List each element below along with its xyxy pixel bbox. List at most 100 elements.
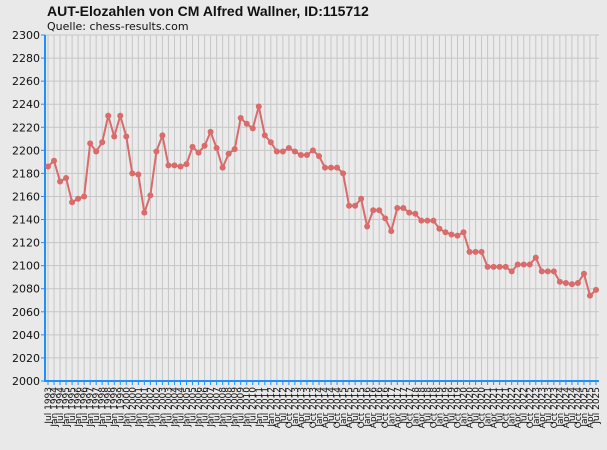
marker	[141, 209, 148, 216]
x-tick-label: Jan 2001	[134, 387, 144, 428]
x-tick-label: Apr 2023	[538, 387, 548, 428]
x-tick-label: Jul 2010	[249, 387, 259, 425]
x-tick-label: Jan 2011	[255, 387, 265, 428]
x-tick-label: Jul 2024	[568, 387, 578, 425]
y-tick-label: 2080	[12, 283, 40, 296]
x-tick-label: Apr 2017	[393, 387, 403, 428]
marker	[472, 248, 479, 255]
marker	[442, 229, 449, 236]
x-tick-label: Jul 2000	[128, 387, 138, 425]
x-tick-label: Jul 2006	[201, 387, 211, 425]
x-tick-label: Jul 2007	[213, 387, 223, 425]
marker	[448, 231, 455, 238]
marker	[105, 112, 112, 119]
x-tick-label: Jan 1997	[86, 387, 96, 428]
marker	[568, 281, 575, 288]
marker	[556, 278, 563, 285]
y-tick-label: 2060	[12, 306, 40, 319]
x-tick-label: Jan 2018	[411, 387, 421, 428]
marker	[309, 147, 316, 154]
marker	[75, 195, 82, 202]
marker	[189, 143, 196, 150]
marker	[454, 232, 461, 239]
marker	[376, 207, 383, 214]
marker	[279, 148, 286, 155]
marker	[544, 268, 551, 275]
marker	[418, 217, 425, 224]
x-tick-label: Jul 1993	[44, 387, 54, 425]
marker	[213, 145, 220, 152]
marker	[249, 125, 256, 132]
x-tick-label: Apr 2013	[297, 387, 307, 428]
x-tick-label: Jul 1994	[56, 387, 66, 425]
marker	[370, 207, 377, 214]
x-tick-label: Oct 2018	[429, 387, 439, 429]
x-tick-label: Oct 2020	[478, 387, 488, 429]
marker	[219, 164, 226, 171]
x-tick-label: Apr 2016	[369, 387, 379, 429]
marker	[580, 270, 587, 277]
x-tick-label: Jan 2014	[315, 387, 325, 428]
x-tick-label: Jan 1999	[110, 387, 120, 428]
marker	[195, 149, 202, 156]
x-tick-label: Jul 2011	[261, 387, 271, 425]
x-tick-label: Jul 2009	[237, 387, 247, 425]
marker	[562, 279, 569, 286]
marker	[340, 170, 347, 177]
x-tick-label: Jul 2008	[225, 387, 235, 425]
x-tick-label: Jan 2008	[219, 387, 229, 428]
x-tick-label: Jan 2019	[435, 387, 445, 428]
x-tick-label: Oct 2015	[357, 387, 367, 428]
marker	[51, 157, 58, 164]
x-tick-label: Oct 2022	[526, 387, 536, 428]
x-tick-label: Jan 2022	[508, 387, 518, 428]
marker	[99, 139, 106, 146]
y-tick-label: 2180	[12, 167, 40, 180]
x-tick-label: Jul 2017	[399, 387, 409, 425]
plot-area	[45, 35, 599, 381]
x-tick-label: Jul 2012	[279, 387, 289, 425]
marker	[352, 202, 359, 209]
marker	[526, 261, 533, 268]
marker	[328, 164, 335, 171]
marker	[267, 139, 274, 146]
x-tick-label: Apr 2015	[345, 387, 355, 428]
marker	[574, 279, 581, 286]
x-tick-label: Oct 2013	[309, 387, 319, 428]
marker	[183, 161, 190, 168]
y-tick-label: 2260	[12, 75, 40, 88]
x-tick-label: Jul 2019	[447, 387, 457, 425]
x-tick-label: Jan 2003	[158, 387, 168, 428]
x-tick-label: Jul 1999	[116, 387, 126, 425]
marker	[153, 148, 160, 155]
marker	[243, 120, 250, 127]
x-tick-label: Apr 2014	[321, 387, 331, 429]
x-tick-label: Jul 2003	[164, 387, 174, 425]
marker	[514, 261, 521, 268]
x-tick-label: Jul 2013	[303, 387, 313, 425]
x-tick-label: Jul 2002	[152, 387, 162, 425]
y-tick-label: 2020	[12, 352, 40, 365]
x-tick-label: Oct 2017	[405, 387, 415, 428]
x-tick-label: Jan 2025	[580, 387, 590, 428]
x-tick-label: Apr 2019	[441, 387, 451, 429]
marker	[520, 261, 527, 268]
marker	[291, 148, 298, 155]
x-tick-label: Apr 2020	[466, 387, 476, 429]
x-tick-label: Jan 2024	[556, 387, 566, 428]
marker	[508, 268, 515, 275]
x-tick-label: Jan 2017	[387, 387, 397, 428]
marker	[406, 209, 413, 216]
x-tick-label: Jul 2014	[327, 387, 337, 425]
x-tick-label: Oct 2016	[381, 387, 391, 429]
marker	[334, 164, 341, 171]
x-tick-label: Apr 2024	[562, 387, 572, 429]
y-tick-label: 2120	[12, 237, 40, 250]
x-tick-label: Oct 2019	[453, 387, 463, 429]
x-tick-label: Jul 2016	[375, 387, 385, 425]
marker	[532, 254, 539, 261]
marker	[394, 205, 401, 211]
x-tick-label: Jan 2010	[243, 387, 253, 428]
marker	[303, 151, 310, 158]
x-tick-label: Oct 2012	[285, 387, 295, 428]
